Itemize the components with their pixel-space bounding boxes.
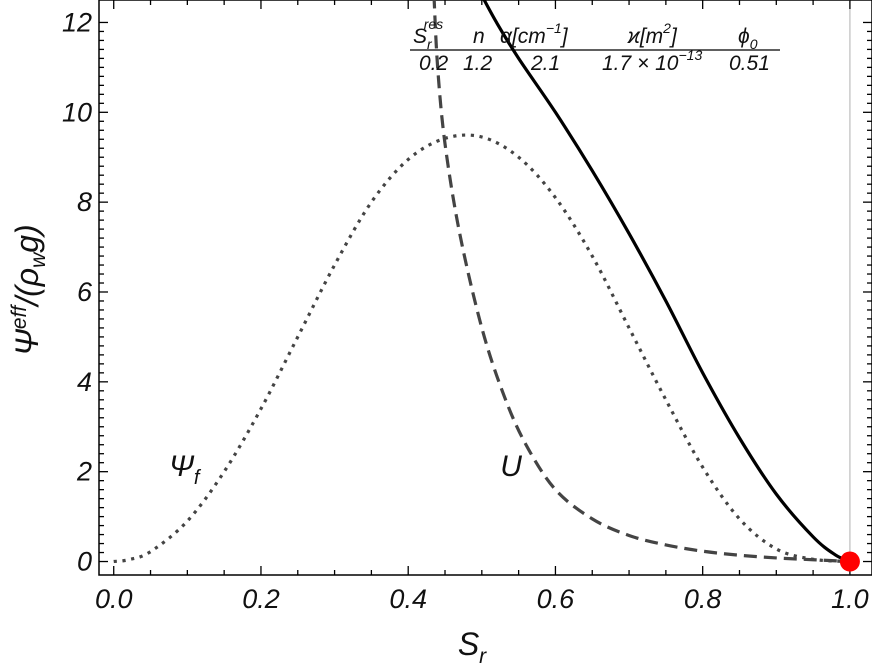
curve-label-psi-f: Ψf — [169, 450, 202, 489]
curve-label-psi-sub: f — [194, 467, 202, 489]
table-header-alpha-base: α[cm — [500, 25, 546, 48]
y-axis-label-tail: /(ρ — [9, 268, 45, 308]
table-header-alpha-sup: −1 — [546, 20, 562, 36]
table-header-alpha: α[cm−1] — [500, 20, 569, 48]
table-value-kappa-base: 1.7 × 10 — [602, 52, 679, 75]
x-tick-label-2: 0.4 — [389, 584, 427, 614]
table-header-phi-base: ϕ — [738, 25, 750, 48]
y-tick-label-0: 0 — [77, 547, 92, 577]
y-axis-label-sup: eff — [8, 304, 31, 330]
x-axis-label: Sr — [458, 626, 487, 667]
x-tick-label-1: 0.2 — [242, 584, 280, 614]
x-tick-label-3: 0.6 — [537, 584, 576, 614]
x-tick-labels: 0.0 0.2 0.4 0.6 0.8 1.0 — [95, 584, 869, 614]
table-header-s-sub: r — [427, 36, 433, 52]
y-tick-label-6: 12 — [62, 7, 92, 37]
table-value-n: 1.2 — [463, 52, 493, 75]
series-psi-f-dotted — [113, 133, 851, 564]
x-axis-label-base: S — [458, 626, 479, 662]
table-header-s-base: S — [413, 25, 427, 48]
table-header-s: Sr res — [413, 16, 443, 52]
x-axis-label-sub: r — [479, 645, 487, 667]
table-value-s: 0.2 — [419, 52, 449, 75]
x-tick-label-0: 0.0 — [95, 584, 133, 614]
y-tick-labels: 0 2 4 6 8 10 12 — [62, 7, 93, 576]
y-tick-label-3: 6 — [77, 277, 93, 307]
series-u-dashed — [432, 0, 850, 564]
x-tick-label-5: 1.0 — [831, 584, 869, 614]
y-axis-label: Ψeff/(ρwg) — [8, 224, 50, 355]
table-header-n: n — [473, 25, 485, 48]
table-value-kappa: 1.7 × 10−13 — [602, 47, 702, 75]
table-header-phi-sub: 0 — [750, 36, 758, 52]
y-axis-label-base: Ψ — [9, 328, 45, 356]
red-marker-point — [839, 551, 860, 572]
y-tick-label-5: 10 — [62, 97, 92, 127]
y-axis-label-end: g) — [9, 224, 45, 252]
table-header-kappa-close: ] — [669, 25, 678, 48]
plot-frame — [98, 0, 872, 576]
table-header-phi: ϕ0 — [738, 25, 758, 52]
parameter-table: Sr res n α[cm−1] ϰ[m2] ϕ0 0.2 1.2 2.1 1.7… — [410, 16, 780, 75]
table-header-s-sup: res — [424, 16, 443, 32]
table-header-kappa-base: ϰ[m — [627, 25, 663, 48]
table-value-alpha: 2.1 — [530, 52, 560, 75]
table-value-kappa-exp: −13 — [678, 47, 702, 63]
table-header-kappa-sup: 2 — [662, 20, 671, 36]
y-axis-label-sub: w — [27, 251, 50, 268]
curve-label-psi-base: Ψ — [169, 450, 195, 483]
y-tick-label-4: 8 — [77, 187, 92, 217]
table-header-kappa: ϰ[m2] — [627, 20, 678, 48]
table-value-phi: 0.51 — [729, 52, 770, 75]
table-header-alpha-close: ] — [560, 25, 569, 48]
axis-ticks — [99, 0, 872, 575]
series-solid — [482, 0, 851, 563]
x-tick-label-4: 0.8 — [684, 584, 722, 614]
y-tick-label-1: 2 — [76, 457, 92, 487]
curve-label-u: U — [500, 450, 522, 483]
y-tick-label-2: 4 — [77, 367, 92, 397]
